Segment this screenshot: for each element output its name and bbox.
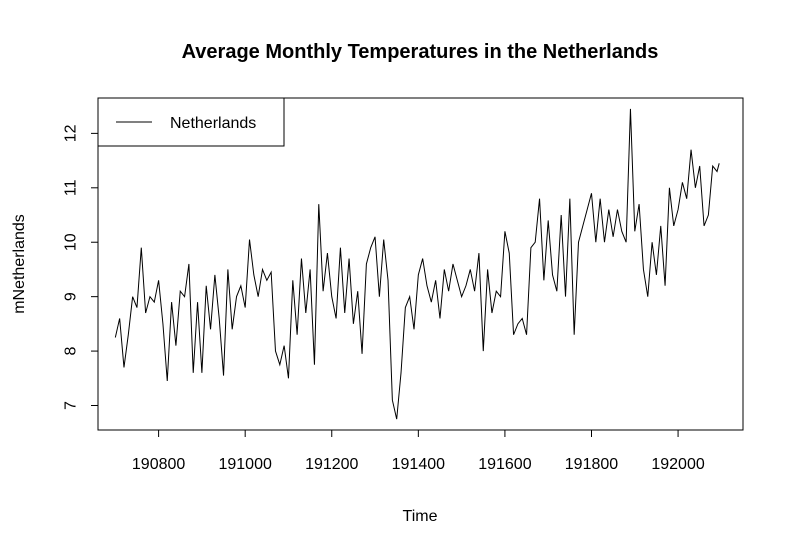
y-tick-label: 7	[63, 401, 80, 410]
x-tick-label: 191800	[565, 456, 618, 473]
plot-frame	[97, 97, 744, 431]
y-tick-label: 11	[63, 179, 80, 196]
x-tick-label: 191600	[478, 456, 531, 473]
y-tick-label: 12	[63, 124, 80, 142]
y-tick-label: 8	[63, 347, 80, 356]
legend: Netherlands	[97, 97, 285, 147]
x-tick-label: 190800	[132, 456, 185, 473]
x-axis: 190800 191000 191200 191400 191600 191800 1920…	[132, 429, 705, 473]
y-axis: 7 8 9 10 11 12	[63, 124, 99, 410]
chart-title: Average Monthly Temperatures in the Neth…	[182, 41, 659, 63]
x-tick-label: 191400	[392, 456, 445, 473]
y-tick-label: 9	[63, 292, 80, 301]
x-tick-label: 192000	[651, 456, 704, 473]
x-axis-label: Time	[403, 508, 438, 525]
x-tick-label: 191000	[218, 456, 271, 473]
series-line-netherlands	[114, 108, 720, 420]
x-tick-label: 191200	[305, 456, 358, 473]
y-tick-label: 10	[63, 233, 80, 251]
y-axis-label: mNetherlands	[11, 214, 28, 314]
legend-label-netherlands: Netherlands	[170, 115, 256, 132]
